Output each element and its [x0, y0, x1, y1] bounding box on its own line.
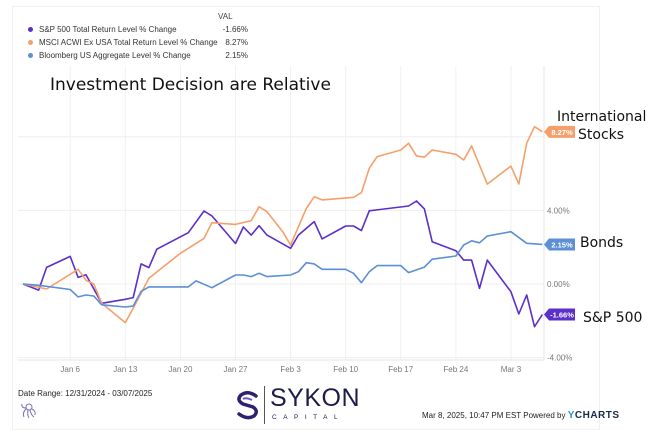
legend-item-bloomberg: Bloomberg US Aggregate Level % Change 2.… [28, 51, 248, 60]
logo-subtitle: CAPITAL [272, 414, 345, 421]
ycharts-logo[interactable]: YCHARTS [568, 410, 620, 421]
legend-value: -1.66% [222, 25, 248, 34]
legend-value: 2.15% [225, 51, 248, 60]
x-tick-label: Jan 6 [60, 365, 80, 374]
octopus-logo-icon [21, 403, 36, 419]
end-value-badge-2: 2.15% [544, 238, 575, 251]
badge-label: 2.15% [551, 240, 573, 249]
badge-shape [544, 308, 575, 321]
series-line-0 [22, 200, 544, 328]
x-tick-label: Feb 17 [388, 365, 413, 374]
legend-dot-icon [28, 53, 33, 59]
annotation-bonds: Bonds [580, 235, 624, 251]
badge-label: 8.27% [551, 128, 573, 137]
y-tick-label: 4.00% [547, 206, 570, 215]
annotation-international: International [557, 109, 647, 125]
end-value-badge-1: 8.27% [544, 125, 575, 138]
y-tick-label: -4.00% [547, 354, 572, 363]
x-tick-label: Jan 13 [113, 365, 138, 374]
sykon-capital-logo: SYKON CAPITAL [232, 384, 360, 426]
annotation-stocks: Stocks [578, 127, 625, 143]
series-line-2 [22, 230, 543, 308]
legend-value: 8.27% [225, 38, 248, 47]
x-tick-label: Feb 10 [333, 365, 358, 374]
ycharts-y: Y [567, 410, 575, 421]
logo-word: SYKON [270, 384, 361, 412]
badge-label: -1.66% [550, 311, 574, 320]
ycharts-text: CHARTS [574, 410, 620, 421]
badge-shape [544, 125, 575, 138]
x-tick-label: Feb 24 [443, 365, 468, 374]
annotation-sp500: S&P 500 [583, 310, 643, 326]
y-tick-label: 0.00% [547, 280, 570, 289]
logo-divider [264, 386, 265, 424]
legend-label: MSCI ACWI Ex USA Total Return Level % Ch… [39, 38, 218, 47]
legend-label: S&P 500 Total Return Level % Change [39, 25, 177, 34]
timestamp-text: Mar 8, 2025, 10:47 PM EST Powered by [422, 411, 566, 420]
x-tick-label: Jan 20 [168, 365, 193, 374]
sykon-s-icon [237, 391, 258, 420]
series-line-1 [22, 125, 543, 324]
chart-title: Investment Decision are Relative [50, 75, 331, 95]
x-tick-label: Jan 27 [223, 365, 248, 374]
x-tick-label: Mar 3 [501, 365, 522, 374]
date-range: Date Range: 12/31/2024 - 03/07/2025 [18, 389, 153, 398]
legend-dot-icon [28, 40, 33, 46]
legend-dot-icon [28, 27, 33, 33]
timestamp: Mar 8, 2025, 10:47 PM EST Powered by YCH… [422, 410, 620, 421]
x-tick-label: Feb 3 [280, 365, 301, 374]
legend-header: VAL [218, 12, 233, 21]
badge-shape [544, 238, 575, 251]
legend-item-msci: MSCI ACWI Ex USA Total Return Level % Ch… [28, 38, 248, 47]
legend-label: Bloomberg US Aggregate Level % Change [39, 51, 191, 60]
legend-item-sp500: S&P 500 Total Return Level % Change -1.6… [28, 25, 248, 34]
end-value-badge-0: -1.66% [544, 308, 575, 321]
